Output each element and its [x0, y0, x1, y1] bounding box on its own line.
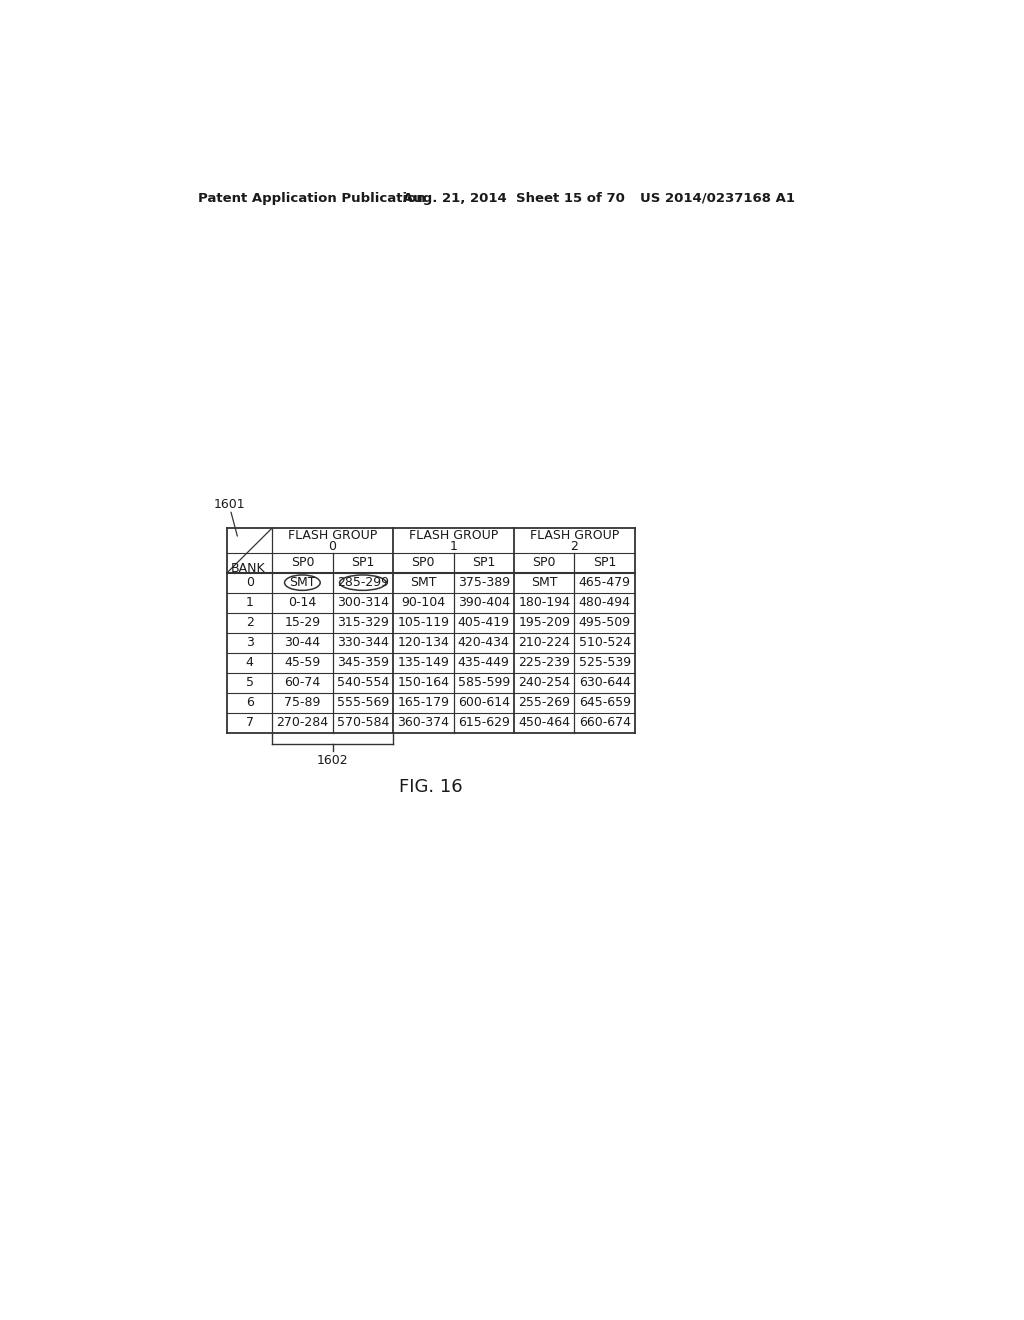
Text: FIG. 16: FIG. 16	[399, 777, 463, 796]
Text: 0-14: 0-14	[288, 597, 316, 610]
Text: 15-29: 15-29	[285, 616, 321, 630]
Text: 525-539: 525-539	[579, 656, 631, 669]
Text: 465-479: 465-479	[579, 576, 631, 589]
Text: 585-599: 585-599	[458, 676, 510, 689]
Text: 45-59: 45-59	[285, 656, 321, 669]
Text: SMT: SMT	[530, 576, 557, 589]
Text: 495-509: 495-509	[579, 616, 631, 630]
Text: SMT: SMT	[410, 576, 436, 589]
Text: 405-419: 405-419	[458, 616, 510, 630]
Text: SP1: SP1	[472, 556, 496, 569]
Text: SP1: SP1	[351, 556, 375, 569]
Text: 7: 7	[246, 717, 254, 730]
Text: 30-44: 30-44	[285, 636, 321, 649]
Text: SP1: SP1	[593, 556, 616, 569]
Text: 4: 4	[246, 656, 254, 669]
Text: Patent Application Publication: Patent Application Publication	[198, 191, 426, 205]
Text: 450-464: 450-464	[518, 717, 570, 730]
Text: 1602: 1602	[316, 754, 348, 767]
Text: 5: 5	[246, 676, 254, 689]
Text: 540-554: 540-554	[337, 676, 389, 689]
Text: 270-284: 270-284	[276, 717, 329, 730]
Text: 435-449: 435-449	[458, 656, 510, 669]
Text: 345-359: 345-359	[337, 656, 389, 669]
Text: 615-629: 615-629	[458, 717, 510, 730]
Text: 90-104: 90-104	[401, 597, 445, 610]
Text: 2: 2	[570, 540, 579, 553]
Text: SP0: SP0	[412, 556, 435, 569]
Text: 1601: 1601	[213, 499, 245, 511]
Text: FLASH GROUP: FLASH GROUP	[288, 529, 377, 543]
Text: 570-584: 570-584	[337, 717, 389, 730]
Text: 105-119: 105-119	[397, 616, 450, 630]
Text: 375-389: 375-389	[458, 576, 510, 589]
Text: 390-404: 390-404	[458, 597, 510, 610]
Text: 0: 0	[246, 576, 254, 589]
Text: 1: 1	[246, 597, 254, 610]
Text: 255-269: 255-269	[518, 696, 570, 709]
Text: 600-614: 600-614	[458, 696, 510, 709]
Text: SP0: SP0	[291, 556, 314, 569]
Text: 3: 3	[246, 636, 254, 649]
Text: 120-134: 120-134	[397, 636, 450, 649]
Text: 300-314: 300-314	[337, 597, 389, 610]
Text: BANK: BANK	[230, 561, 265, 574]
Text: 75-89: 75-89	[285, 696, 321, 709]
Text: SMT: SMT	[289, 576, 315, 589]
Text: SP0: SP0	[532, 556, 556, 569]
Text: 660-674: 660-674	[579, 717, 631, 730]
Text: 0: 0	[329, 540, 337, 553]
Text: 285-299: 285-299	[337, 576, 389, 589]
Text: 195-209: 195-209	[518, 616, 570, 630]
Text: 240-254: 240-254	[518, 676, 570, 689]
Text: 1: 1	[450, 540, 458, 553]
Text: 645-659: 645-659	[579, 696, 631, 709]
Text: 6: 6	[246, 696, 254, 709]
Text: 165-179: 165-179	[397, 696, 450, 709]
Text: 135-149: 135-149	[397, 656, 450, 669]
Text: 180-194: 180-194	[518, 597, 570, 610]
Text: FLASH GROUP: FLASH GROUP	[409, 529, 498, 543]
Text: 420-434: 420-434	[458, 636, 510, 649]
Text: 315-329: 315-329	[337, 616, 389, 630]
Text: 480-494: 480-494	[579, 597, 631, 610]
Text: 225-239: 225-239	[518, 656, 570, 669]
Text: 330-344: 330-344	[337, 636, 389, 649]
Text: 2: 2	[246, 616, 254, 630]
Text: 360-374: 360-374	[397, 717, 450, 730]
Text: FLASH GROUP: FLASH GROUP	[529, 529, 620, 543]
Text: US 2014/0237168 A1: US 2014/0237168 A1	[640, 191, 795, 205]
Text: 555-569: 555-569	[337, 696, 389, 709]
Text: Aug. 21, 2014  Sheet 15 of 70: Aug. 21, 2014 Sheet 15 of 70	[403, 191, 625, 205]
Text: 210-224: 210-224	[518, 636, 570, 649]
Text: 510-524: 510-524	[579, 636, 631, 649]
Text: 630-644: 630-644	[579, 676, 631, 689]
Text: 150-164: 150-164	[397, 676, 450, 689]
Text: 60-74: 60-74	[285, 676, 321, 689]
